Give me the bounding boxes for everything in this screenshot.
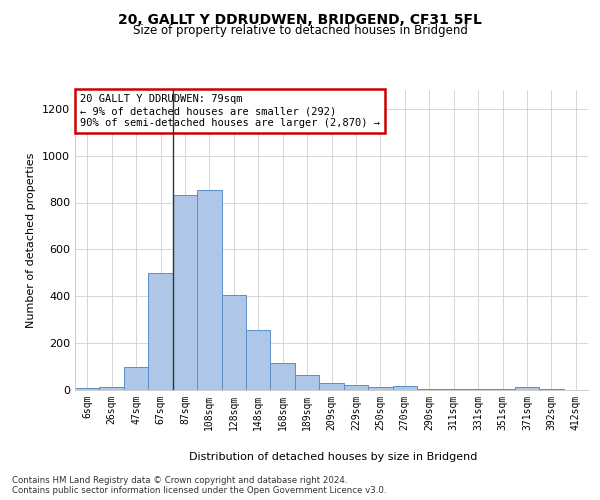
Text: Size of property relative to detached houses in Bridgend: Size of property relative to detached ho… — [133, 24, 467, 37]
Bar — [442, 389, 466, 390]
Bar — [75, 388, 100, 390]
Y-axis label: Number of detached properties: Number of detached properties — [26, 152, 37, 328]
Text: 20, GALLT Y DDRUDWEN, BRIDGEND, CF31 5FL: 20, GALLT Y DDRUDWEN, BRIDGEND, CF31 5FL — [118, 12, 482, 26]
Bar — [271, 363, 295, 390]
Bar — [148, 273, 173, 390]
Bar — [344, 385, 368, 390]
Bar — [368, 387, 392, 390]
Bar — [539, 389, 563, 390]
Bar — [246, 330, 271, 390]
Bar — [197, 190, 221, 390]
Text: Contains HM Land Registry data © Crown copyright and database right 2024.
Contai: Contains HM Land Registry data © Crown c… — [12, 476, 386, 495]
Bar — [319, 383, 344, 390]
Bar — [515, 387, 539, 390]
Bar — [417, 388, 442, 390]
Bar — [466, 389, 490, 390]
Text: Distribution of detached houses by size in Bridgend: Distribution of detached houses by size … — [189, 452, 477, 462]
Text: 20 GALLT Y DDRUDWEN: 79sqm
← 9% of detached houses are smaller (292)
90% of semi: 20 GALLT Y DDRUDWEN: 79sqm ← 9% of detac… — [80, 94, 380, 128]
Bar — [100, 387, 124, 390]
Bar — [124, 366, 148, 390]
Bar — [221, 295, 246, 390]
Bar — [392, 386, 417, 390]
Bar — [295, 375, 319, 390]
Bar — [173, 196, 197, 390]
